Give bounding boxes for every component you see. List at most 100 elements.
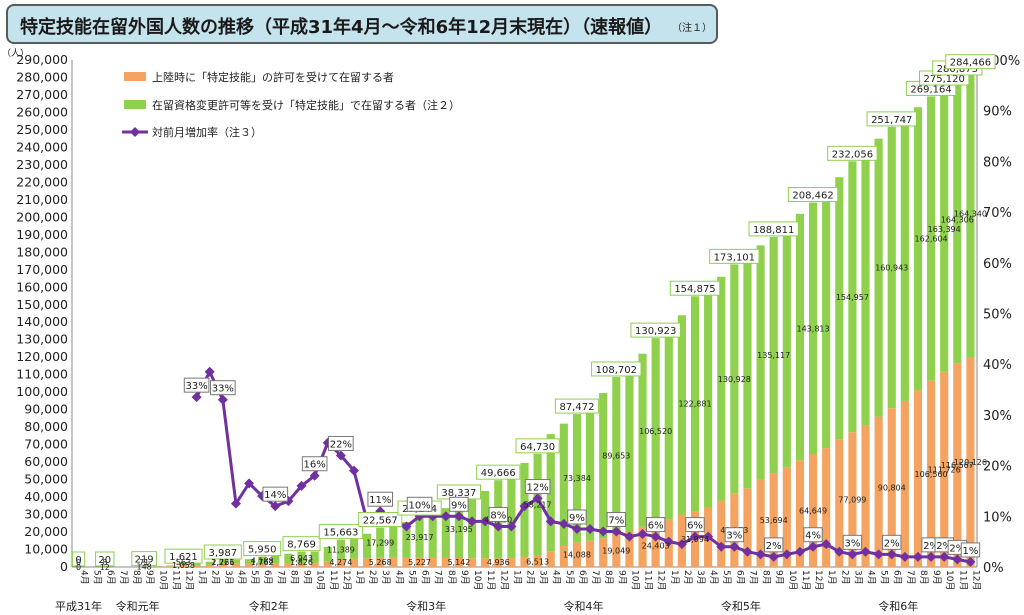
rate-point [808,541,819,552]
bar-green [192,562,201,566]
x-tick-label: 11月 [643,570,654,590]
y-tick-label: 80,000 [24,419,68,434]
total-label-box [358,512,403,528]
green-value-label: 1,058 [172,561,195,570]
x-tick-label: 1月 [511,570,522,585]
green-value-label: 12 [100,563,110,572]
total-label: 49,666 [481,468,516,479]
green-value-label: 162,604 [915,235,948,244]
total-label-box [515,438,560,454]
total-label-box [630,322,681,338]
bar-green [441,508,450,558]
bar-green [848,161,857,433]
bar-orange [940,371,949,567]
bar-green [808,202,818,454]
y-tick-label: 220,000 [16,174,68,189]
orange-value-label: 19,049 [602,546,630,555]
bar-orange [835,439,844,567]
bar-green [717,276,726,501]
rate-point [217,394,228,405]
bar-orange [363,558,372,567]
rate-label-box [406,496,433,512]
rate-point [886,549,897,560]
total-label-box [709,248,760,264]
rate-label-box [210,380,236,396]
total-label: 284,466 [950,58,991,69]
x-tick-label: 2月 [210,570,221,585]
x-tick-label: 3月 [538,570,549,585]
title-box: 特定技能在留外国人数の推移（平成31年4月～令和6年12月末現在）（速報値） （… [6,4,718,44]
total-label: 64,730 [520,442,555,453]
total-label-box [71,551,86,567]
bar-orange [402,557,411,567]
x-tick-label: 6月 [420,570,431,585]
rate-point [650,531,661,542]
rate-label: 3% [726,531,742,542]
rate-label-box [764,537,784,553]
y-tick-label: 270,000 [16,87,68,102]
total-label: 188,811 [753,225,794,236]
rate-label-box [606,512,627,528]
green-value-label: 23,917 [406,533,434,542]
rate-label-box [960,542,981,558]
total-label: 130,923 [635,326,676,337]
y-tick-label: 260,000 [16,104,68,119]
x-tick-label: 6月 [734,570,745,585]
bar-green [244,559,254,564]
chart-title: 特定技能在留外国人数の推移（平成31年4月～令和6年12月末現在）（速報値） [20,17,663,38]
rate-label-box [724,527,745,543]
total-label: 5,950 [248,545,277,556]
bar-orange [310,563,319,567]
bar-orange [756,479,765,567]
rate-point [532,493,543,504]
bar-orange [966,356,975,567]
orange-value-label: 24,403 [642,542,670,551]
total-label: 0 [75,555,81,566]
bar-green [887,126,896,409]
orange-value-label: 106,560 [915,470,948,479]
bar-green [966,69,975,357]
x-tick-label: 1月 [354,570,365,585]
orange-value-label: 563 [176,558,191,567]
bar-green [231,559,241,564]
total-label-box [554,398,600,414]
rate-point [335,450,346,461]
bar-orange [874,416,883,567]
rate-label: 6% [648,521,664,532]
green-value-label: 73,384 [563,474,591,483]
x-tick-label: 1月 [197,570,208,585]
rate-point [860,546,871,557]
x-tick-label: 6月 [262,570,273,585]
rate-point [519,501,530,512]
y-tick-label: 250,000 [16,122,68,137]
bar-orange [467,558,477,567]
bar-orange [743,488,752,567]
bar-green [900,118,909,401]
rate-point [703,531,714,542]
bar-orange [192,565,201,567]
y-tick-label: 120,000 [16,349,68,364]
x-tick-label: 5月 [406,570,417,585]
x-tick-label: 11月 [485,570,496,590]
y-tick-label: 140,000 [16,314,68,329]
orange-value-label: 116,567 [941,461,974,470]
total-label-box [318,524,363,540]
x-year-label: 令和2年 [249,599,289,613]
bar-orange [795,460,805,567]
bar-orange [258,563,267,567]
bar-orange [244,563,254,567]
rate-point [637,529,648,540]
orange-value-label: 0 [76,558,81,567]
orange-value-label: 90,804 [878,484,906,493]
rate-point [768,551,779,562]
bar-orange [284,563,293,567]
y2-tick-label: 0% [983,561,1004,576]
bar-green [743,257,752,489]
total-label: 280,873 [937,64,978,75]
x-tick-label: 4月 [79,570,90,585]
green-value-label: 2,221 [211,558,234,567]
rate-label-box [262,486,289,502]
rate-label: 14% [264,490,286,501]
total-label-box [866,111,917,127]
x-tick-label: 4月 [708,570,719,585]
